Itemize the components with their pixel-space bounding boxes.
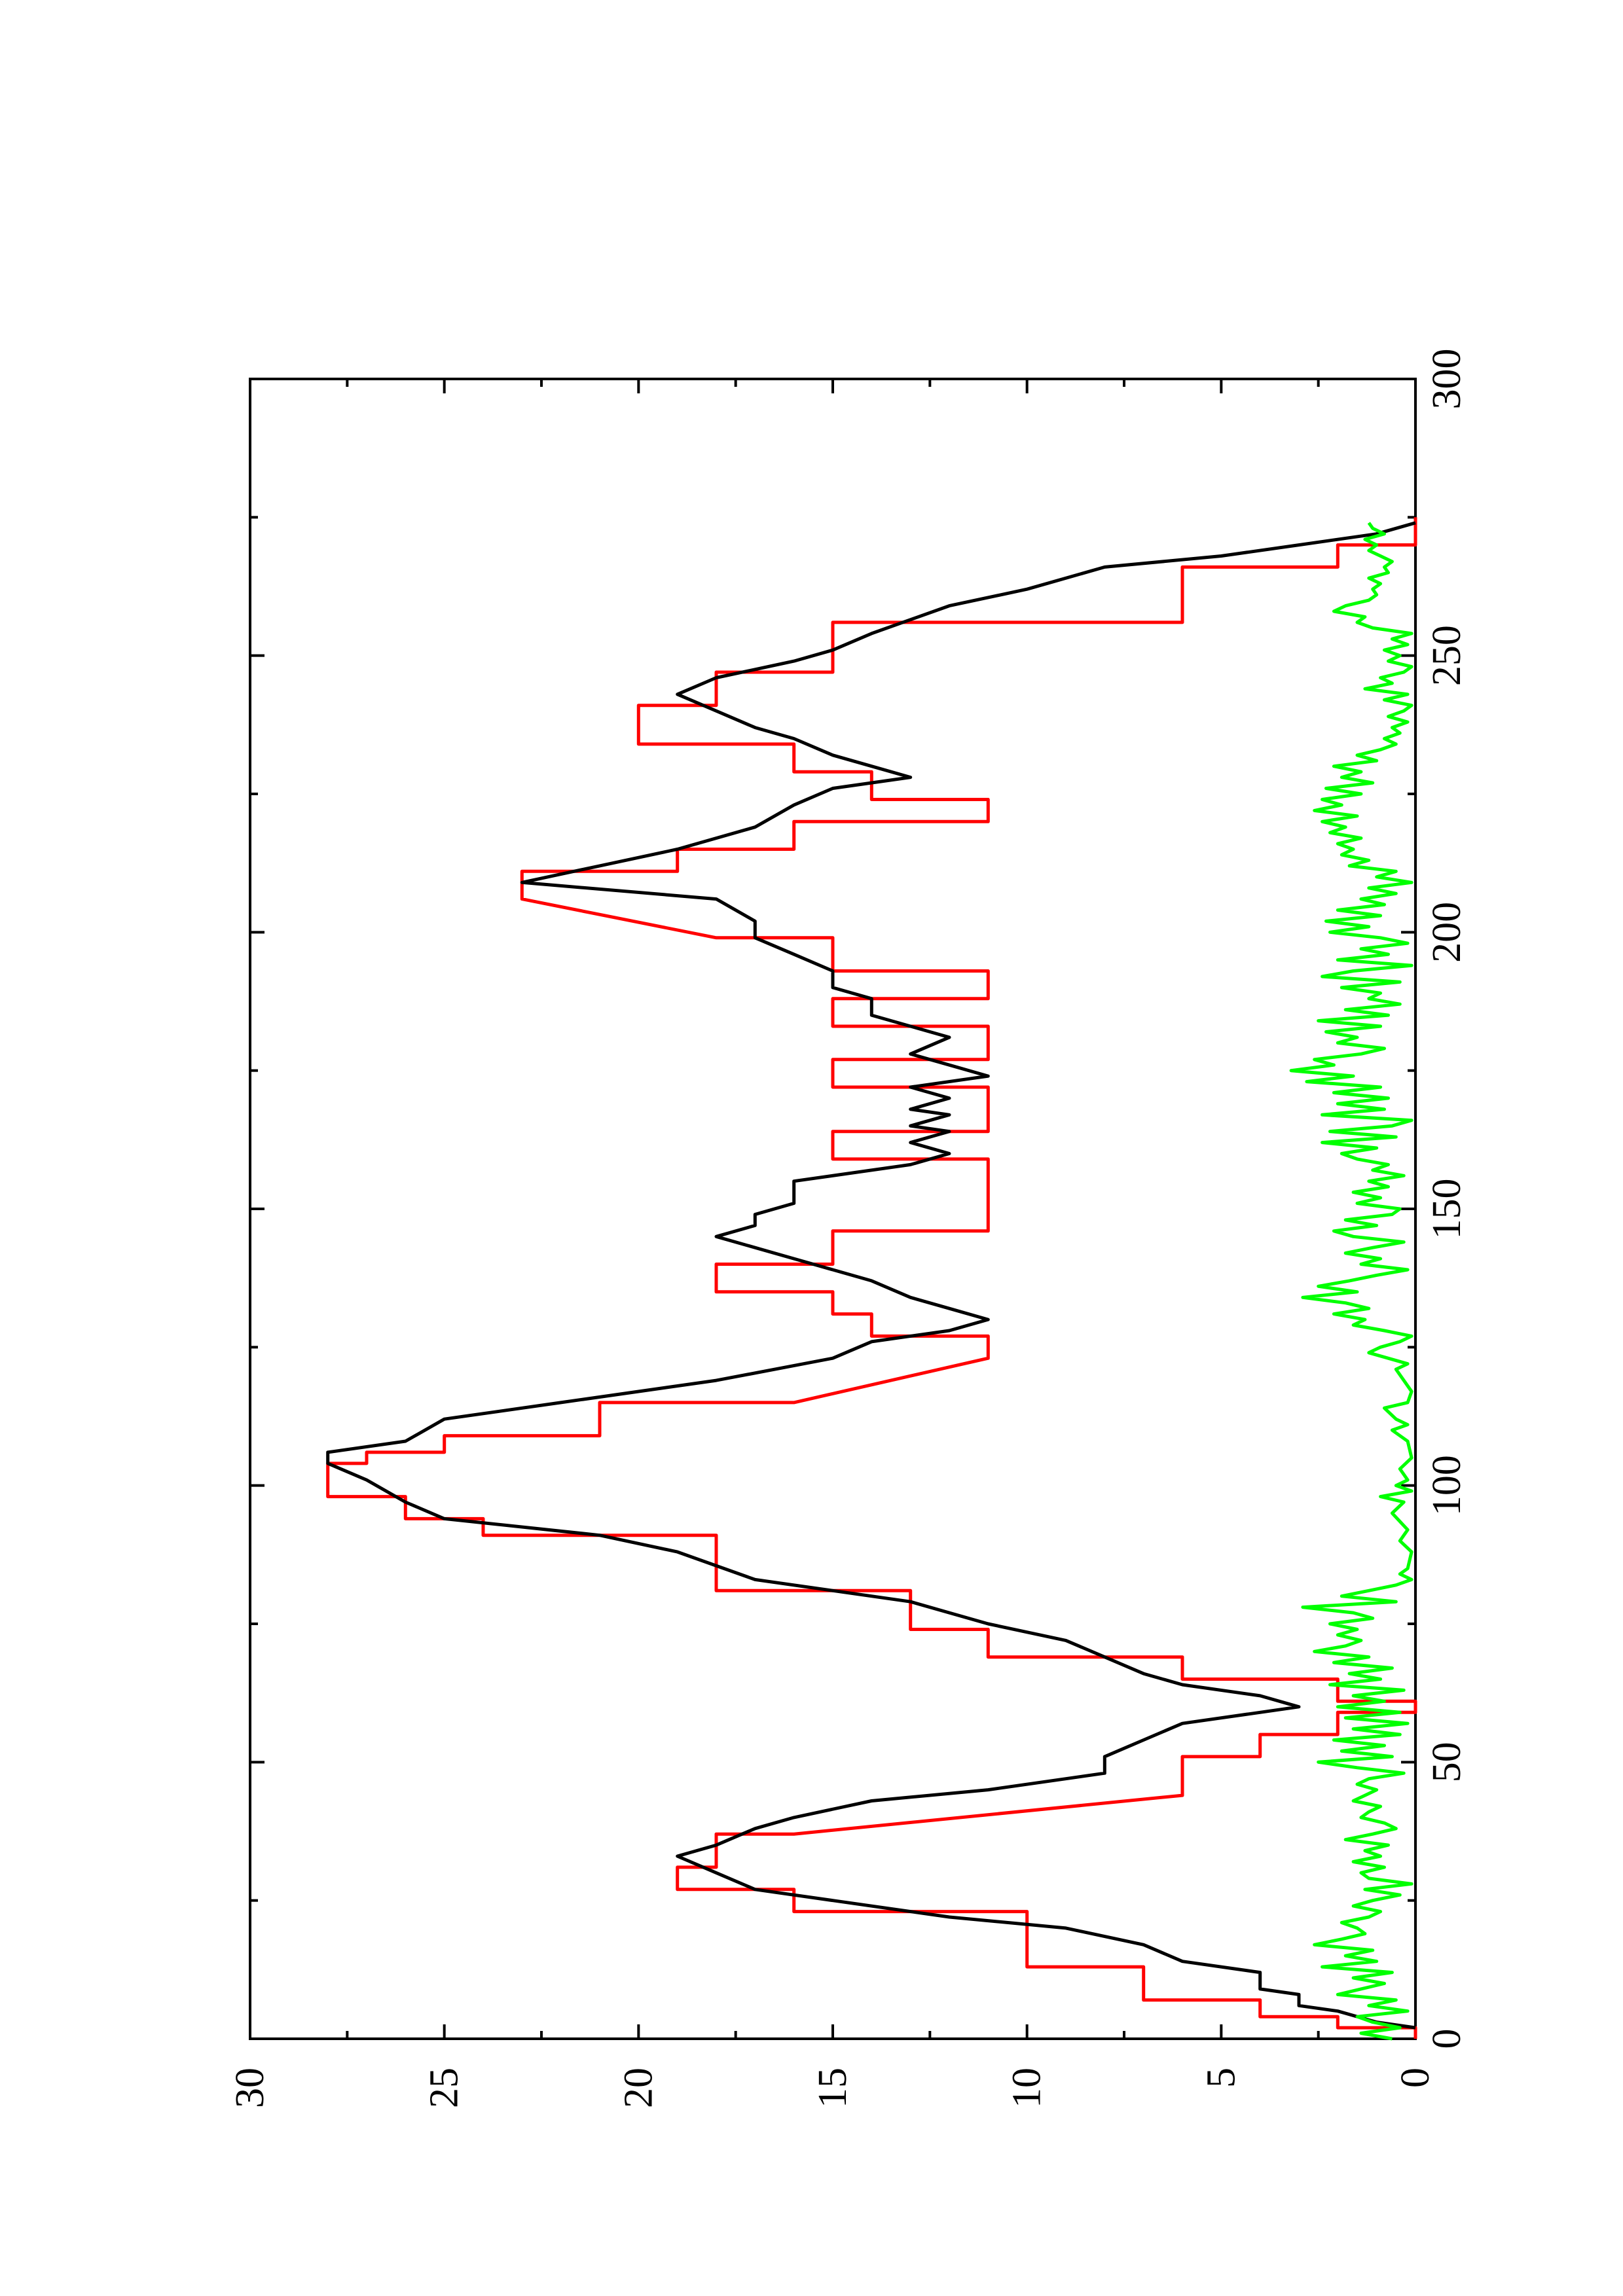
- y-tick-label: 0: [1393, 2068, 1438, 2088]
- x-tick-label: 250: [1425, 625, 1469, 686]
- axis-ticks: [249, 378, 1417, 2040]
- x-axis-tick-labels: 0 50 100 150 200 250 300: [1425, 349, 1469, 2049]
- y-tick-label: 20: [616, 2068, 661, 2108]
- y-tick-label: 5: [1199, 2068, 1243, 2088]
- x-tick-label: 100: [1425, 1455, 1469, 1516]
- x-tick-label: 50: [1425, 1742, 1469, 1782]
- series-line-2: [326, 521, 1416, 2030]
- x-tick-label: 0: [1425, 2029, 1469, 2049]
- y-tick-label: 10: [1005, 2068, 1049, 2108]
- y-tick-label: 25: [422, 2068, 467, 2108]
- x-tick-label: 200: [1425, 902, 1469, 963]
- x-tick-label: 150: [1425, 1179, 1469, 1240]
- series-line-1: [326, 517, 1417, 2039]
- y-tick-label: 30: [228, 2068, 272, 2108]
- y-axis-tick-labels: 0 5 10 15 20 25 30: [228, 2068, 1438, 2108]
- series-layer: [326, 517, 1417, 2041]
- y-tick-label: 15: [811, 2068, 855, 2108]
- x-tick-label: 300: [1425, 349, 1469, 410]
- series-line-3: [1289, 522, 1413, 2041]
